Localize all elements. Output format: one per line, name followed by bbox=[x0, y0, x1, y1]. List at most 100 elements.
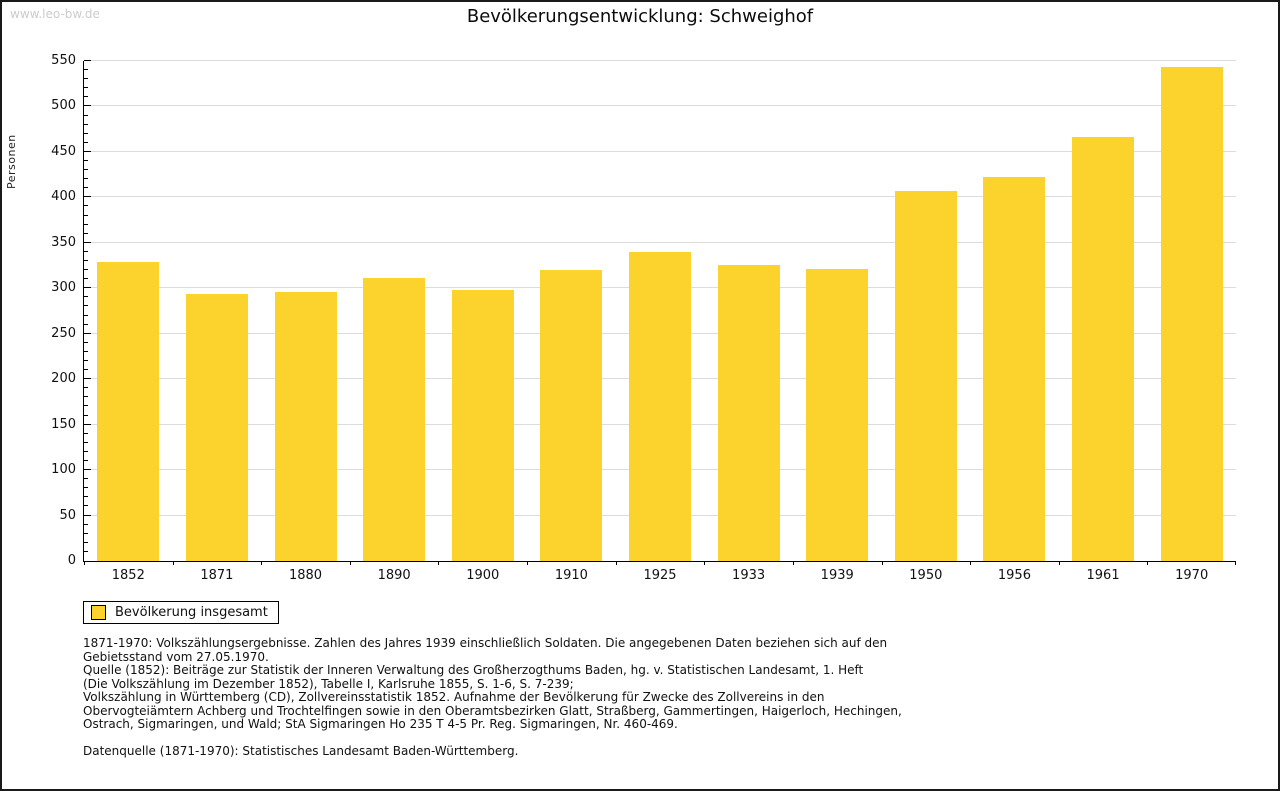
plot-area: 0 50 100 150 200 250 300 350 400 450 500 550 1852 187… bbox=[51, 53, 1236, 583]
x-tick-label: 1950 bbox=[909, 568, 943, 583]
x-axis-tick bbox=[349, 561, 351, 565]
y-axis-tick bbox=[84, 387, 88, 389]
x-axis-tick bbox=[792, 561, 794, 565]
y-tick-label: 250 bbox=[51, 325, 76, 341]
bar bbox=[806, 269, 869, 561]
bar bbox=[185, 293, 248, 561]
y-axis-tick bbox=[84, 141, 88, 143]
x-axis-tick bbox=[1147, 561, 1149, 565]
y-axis-tick bbox=[84, 341, 88, 343]
y-axis-tick bbox=[84, 423, 91, 425]
x-axis-tick bbox=[84, 561, 85, 565]
x-tick-label: 1933 bbox=[732, 568, 766, 583]
y-axis-tick bbox=[84, 232, 88, 234]
y-axis-tick bbox=[84, 278, 88, 280]
y-axis-tick bbox=[84, 541, 88, 543]
bar bbox=[629, 251, 691, 561]
y-tick-label: 400 bbox=[51, 189, 76, 205]
y-axis-tick bbox=[84, 214, 88, 216]
y-axis-tick bbox=[84, 432, 88, 434]
bar bbox=[1160, 67, 1223, 561]
chart-title: Bevölkerungsentwicklung: Schweighof bbox=[466, 6, 814, 27]
legend: Bevölkerung insgesamt bbox=[83, 601, 279, 624]
x-tick-label: 1900 bbox=[466, 568, 500, 583]
x-tick-label: 1880 bbox=[288, 568, 323, 583]
y-axis-tick bbox=[84, 323, 88, 325]
bar bbox=[983, 177, 1046, 561]
y-axis-tick bbox=[84, 314, 88, 316]
y-gridline bbox=[84, 196, 1236, 198]
y-axis-tick bbox=[84, 460, 88, 461]
bar bbox=[717, 264, 780, 561]
y-axis-tick bbox=[84, 114, 88, 116]
y-axis-tick bbox=[84, 332, 91, 334]
y-axis-tick bbox=[84, 514, 91, 516]
y-tick-label: 500 bbox=[51, 98, 76, 114]
footnote-line: Gebietsstand vom 27.05.1970. bbox=[83, 649, 269, 664]
bar bbox=[274, 291, 337, 561]
y-axis-tick bbox=[84, 287, 91, 289]
y-axis-tick bbox=[84, 260, 88, 261]
x-tick-label: 1961 bbox=[1086, 568, 1120, 583]
y-axis-tick bbox=[84, 369, 88, 371]
y-axis-tick bbox=[84, 205, 88, 207]
y-axis-tick bbox=[84, 132, 88, 134]
legend-swatch-icon bbox=[91, 605, 106, 620]
y-axis-tick bbox=[84, 150, 91, 152]
y-tick-label: 350 bbox=[51, 234, 76, 250]
y-axis-tick bbox=[84, 496, 88, 498]
x-axis-tick bbox=[172, 561, 174, 565]
y-axis-tick bbox=[84, 532, 88, 534]
y-axis-tick bbox=[84, 269, 88, 271]
y-tick-label: 550 bbox=[51, 53, 76, 68]
footnote-line: 1871-1970: Volkszählungsergebnisse. Zahl… bbox=[83, 636, 888, 650]
y-axis-tick bbox=[84, 187, 88, 189]
footnote-line: Ostrach, Sigmaringen, und Wald; StA Sigm… bbox=[83, 717, 678, 731]
bar bbox=[451, 290, 514, 561]
y-axis-tick bbox=[84, 441, 88, 443]
y-axis-tick bbox=[84, 296, 88, 298]
footnote-line: Volkszählung in Württemberg (CD), Zollve… bbox=[83, 690, 825, 704]
bar bbox=[97, 261, 160, 561]
y-axis-tick bbox=[84, 169, 88, 171]
y-axis-tick bbox=[84, 523, 88, 525]
x-axis-tick bbox=[1235, 561, 1236, 565]
y-axis-tick bbox=[84, 78, 88, 80]
y-axis-tick bbox=[84, 378, 91, 380]
y-tick-label: 200 bbox=[51, 371, 76, 387]
x-tick-label: 1925 bbox=[643, 568, 677, 583]
y-axis-tick bbox=[84, 350, 88, 352]
y-axis-tick bbox=[84, 69, 88, 71]
y-axis-tick bbox=[84, 196, 91, 198]
y-tick-label: 450 bbox=[51, 143, 76, 159]
y-axis-title: Personen bbox=[5, 134, 18, 189]
y-axis-tick bbox=[84, 505, 88, 507]
footnote-line: Quelle (1852): Beiträge zur Statistik de… bbox=[83, 663, 864, 677]
footnote-line: Obervogteiämtern Achberg und Trochtelfin… bbox=[83, 703, 902, 718]
y-tick-label: 300 bbox=[51, 280, 76, 296]
y-axis-tick bbox=[84, 396, 88, 398]
y-gridline bbox=[84, 105, 1236, 107]
site-watermark: www.leo-bw.de bbox=[10, 7, 100, 21]
y-axis-tick bbox=[84, 550, 88, 552]
bar bbox=[1072, 137, 1135, 561]
y-axis-tick bbox=[84, 87, 88, 89]
x-axis-tick bbox=[970, 561, 972, 565]
bar bbox=[894, 191, 957, 561]
x-axis-tick bbox=[615, 561, 617, 565]
x-tick-label: 1910 bbox=[554, 568, 588, 583]
y-gridline bbox=[84, 150, 1236, 152]
y-axis-tick bbox=[84, 414, 88, 416]
x-axis-tick bbox=[881, 561, 883, 565]
y-axis-tick bbox=[84, 305, 88, 307]
y-gridline bbox=[84, 241, 1236, 243]
y-tick-label: 50 bbox=[59, 507, 76, 523]
bar bbox=[363, 278, 426, 561]
y-axis-tick bbox=[84, 478, 88, 480]
x-axis-tick bbox=[438, 561, 440, 565]
y-gridline bbox=[84, 60, 1236, 61]
y-axis-tick bbox=[84, 123, 88, 125]
y-axis-tick bbox=[84, 160, 88, 161]
y-axis-tick bbox=[84, 450, 88, 452]
